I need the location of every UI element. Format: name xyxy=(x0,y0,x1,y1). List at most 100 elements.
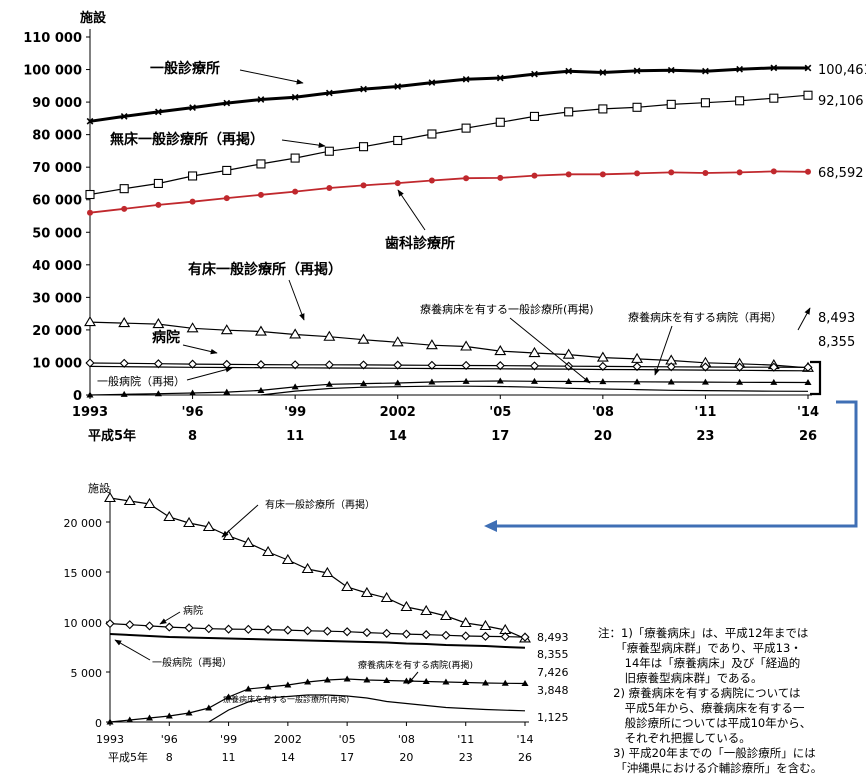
point xyxy=(479,619,492,631)
point xyxy=(120,390,128,397)
y-tick-label: 50 000 xyxy=(32,226,82,241)
y-tick-label: 30 000 xyxy=(32,291,82,306)
point xyxy=(462,679,470,685)
y-tick-label: 0 xyxy=(95,717,102,730)
x-tick-sub-label: 11 xyxy=(222,751,236,764)
point xyxy=(254,325,267,336)
point xyxy=(119,184,129,194)
end-label: 1,125 xyxy=(537,711,569,724)
point xyxy=(262,545,275,557)
point xyxy=(428,177,435,184)
point xyxy=(599,171,606,178)
point xyxy=(634,170,641,177)
point xyxy=(220,324,233,335)
x-tick-label: '99 xyxy=(284,405,306,420)
end-label: 100,461 xyxy=(818,63,866,78)
point xyxy=(736,169,743,176)
point xyxy=(501,679,509,686)
point xyxy=(666,362,676,372)
point xyxy=(146,714,154,721)
point xyxy=(155,108,162,116)
point xyxy=(599,69,607,76)
point xyxy=(291,383,299,390)
point xyxy=(323,676,331,683)
end-label: 68,592 xyxy=(818,166,864,181)
point xyxy=(494,344,507,356)
point xyxy=(256,159,266,169)
point xyxy=(442,678,450,685)
point xyxy=(225,693,233,700)
point xyxy=(86,391,94,398)
annotation-arrow xyxy=(159,611,181,625)
point xyxy=(360,586,373,598)
annotation-arrow xyxy=(239,69,304,85)
series2-line-7 xyxy=(208,694,526,723)
note-line: 般診療所については平成10年から、 xyxy=(598,716,812,730)
point xyxy=(383,677,391,683)
point xyxy=(362,627,372,638)
point xyxy=(244,685,252,692)
point xyxy=(325,380,333,387)
point xyxy=(223,99,231,107)
point xyxy=(700,362,711,372)
point xyxy=(358,360,369,370)
point xyxy=(222,165,232,175)
y-tick-label: 80 000 xyxy=(32,129,82,144)
x-tick-sub-label: 8 xyxy=(188,429,197,444)
point xyxy=(805,168,811,175)
point xyxy=(631,352,644,363)
note-line: 注：1)「療養病床」は、平成12年までは xyxy=(598,626,809,640)
series-line-2 xyxy=(89,170,809,214)
x-tick-label: 1993 xyxy=(96,733,124,746)
point xyxy=(223,195,230,202)
point xyxy=(461,631,471,641)
point xyxy=(323,330,336,341)
series-line-5 xyxy=(89,365,809,372)
point xyxy=(257,386,265,393)
point xyxy=(565,377,573,384)
point xyxy=(303,626,313,636)
point xyxy=(495,117,505,127)
annotation: 療養病床を有する病院(再掲) xyxy=(358,659,473,671)
point xyxy=(803,362,813,372)
note-line: 3) 平成20年までの「一般診療所」には xyxy=(598,746,816,760)
point xyxy=(290,153,300,163)
series-line-1 xyxy=(89,94,809,196)
point xyxy=(143,497,156,509)
point xyxy=(463,175,470,182)
point xyxy=(666,99,676,109)
connector-arrow xyxy=(495,400,858,528)
annotation: 有床一般診療所（再掲） xyxy=(265,498,375,511)
point xyxy=(187,359,198,369)
point xyxy=(222,529,235,541)
x-tick-sub-label: 26 xyxy=(518,751,532,764)
point xyxy=(520,632,530,642)
point xyxy=(701,378,709,385)
x-tick-sub-label: 8 xyxy=(166,751,173,764)
x-tick-sub-label: 20 xyxy=(594,429,612,444)
point xyxy=(632,102,642,112)
x-tick-sub-label: 26 xyxy=(799,429,817,444)
point xyxy=(598,361,608,371)
x-tick-label: '11 xyxy=(457,733,474,746)
y-tick-label: 0 xyxy=(73,389,82,404)
chart-1 xyxy=(104,489,531,726)
annotation-arrow xyxy=(221,504,259,538)
point xyxy=(564,107,574,117)
point xyxy=(735,362,745,372)
point xyxy=(184,623,194,633)
point xyxy=(770,168,777,175)
point xyxy=(441,630,451,640)
point xyxy=(189,104,196,111)
annotation: 一般病院（再掲） xyxy=(97,374,185,388)
point xyxy=(188,171,198,181)
y-tick-label: 40 000 xyxy=(32,259,82,274)
point xyxy=(125,620,135,630)
point xyxy=(153,178,163,189)
annotation: 有床一般診療所（再掲） xyxy=(188,261,342,278)
x-tick-label: '14 xyxy=(516,733,533,746)
point xyxy=(341,580,354,592)
end-label: 8,493 xyxy=(818,311,855,326)
point xyxy=(281,553,294,565)
